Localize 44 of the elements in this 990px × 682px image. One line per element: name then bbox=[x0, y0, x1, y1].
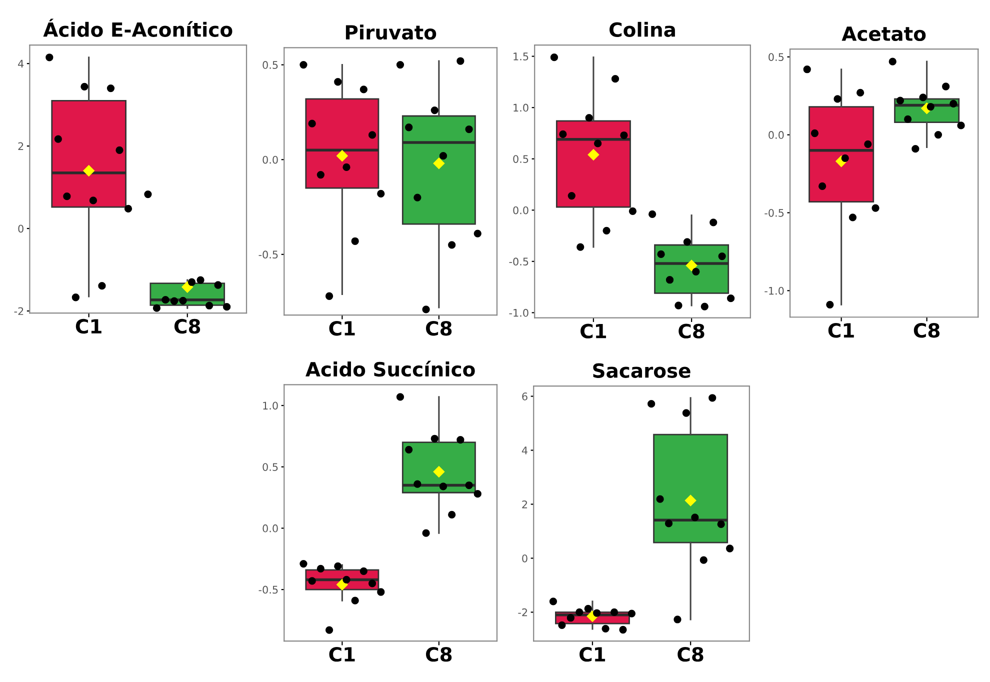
y-tick-label: 0.5 bbox=[513, 155, 528, 163]
chart-title: Acido Succínico bbox=[306, 360, 475, 377]
y-tick-label: 6 bbox=[522, 392, 528, 400]
y-tick-label: 4 bbox=[522, 446, 528, 454]
y-tick-label: -0.5 bbox=[258, 586, 278, 594]
x-tick-label: C8 bbox=[426, 646, 452, 662]
y-tick-label: 0 bbox=[18, 224, 24, 233]
x-tick-label: C1 bbox=[76, 318, 102, 334]
chart-title: Acetato bbox=[842, 26, 926, 42]
x-tick-label: C8 bbox=[914, 323, 940, 338]
y-tick-label: 0.5 bbox=[768, 53, 784, 61]
y-tick-label: -0.5 bbox=[509, 258, 528, 266]
y-tick-label: -1.0 bbox=[509, 308, 528, 317]
y-tick-label: 0.0 bbox=[262, 156, 278, 164]
chart-title: Piruvato bbox=[346, 24, 436, 40]
y-tick-label: 2 bbox=[522, 500, 528, 508]
x-tick-label: C8 bbox=[174, 318, 200, 334]
y-tick-label: 0.5 bbox=[262, 61, 278, 69]
x-tick-label: C1 bbox=[828, 323, 854, 338]
x-tick-label: C8 bbox=[678, 324, 704, 338]
y-tick-label: -2 bbox=[14, 307, 24, 315]
y-tick-label: 0 bbox=[522, 554, 528, 562]
y-tick-label: 1.0 bbox=[263, 402, 278, 410]
y-tick-label: 2 bbox=[18, 142, 24, 150]
y-tick-label: 4 bbox=[18, 60, 24, 68]
y-tick-label: -0.5 bbox=[258, 250, 278, 259]
chart-title: Sacarose bbox=[593, 363, 690, 378]
y-tick-label: 0.5 bbox=[262, 463, 278, 471]
y-tick-label: 1.0 bbox=[514, 104, 528, 112]
y-tick-label: 0.0 bbox=[262, 524, 278, 532]
y-tick-label: -2 bbox=[518, 608, 528, 616]
x-tick-label: C8 bbox=[426, 320, 452, 336]
y-tick-label: -1.0 bbox=[764, 286, 784, 295]
y-tick-label: 0.0 bbox=[768, 131, 784, 139]
chart-title: Ácido E-Aconítico bbox=[43, 18, 232, 37]
x-tick-label: C8 bbox=[678, 646, 704, 662]
x-tick-label: C1 bbox=[329, 320, 355, 336]
chart-title: Colina bbox=[610, 22, 675, 37]
x-tick-label: C1 bbox=[580, 646, 606, 662]
x-tick-label: C1 bbox=[329, 646, 355, 662]
x-tick-label: C1 bbox=[580, 324, 606, 338]
y-tick-label: -0.5 bbox=[764, 208, 784, 217]
y-tick-label: 0.0 bbox=[513, 206, 528, 214]
y-tick-label: 1.5 bbox=[514, 52, 528, 60]
